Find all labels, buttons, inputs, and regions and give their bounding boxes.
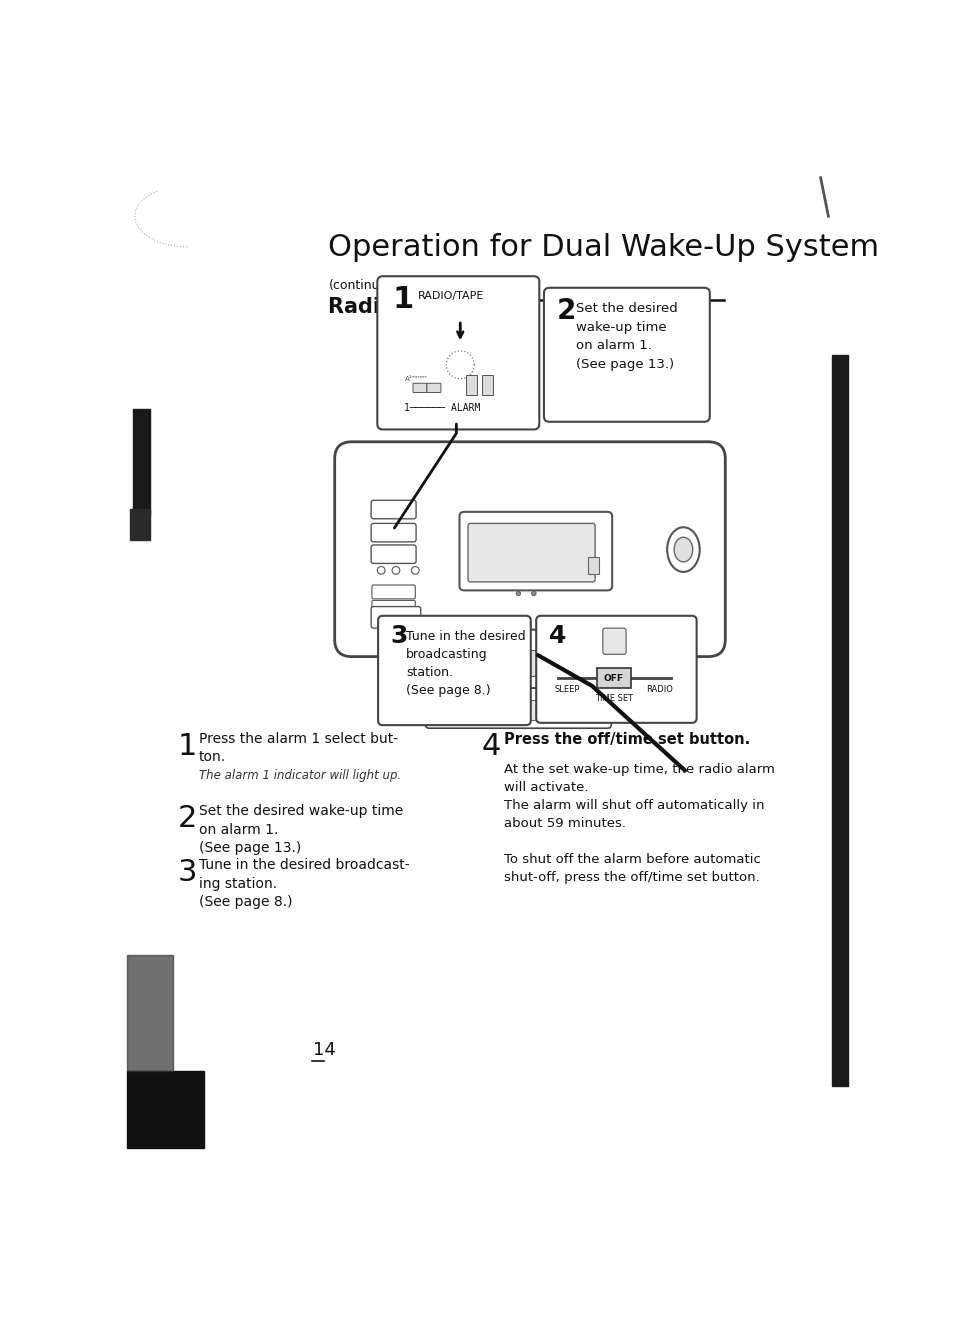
Text: 2: 2 bbox=[177, 804, 196, 833]
FancyBboxPatch shape bbox=[468, 524, 595, 583]
Bar bbox=[481, 375, 493, 395]
Bar bbox=[133, 409, 150, 516]
Text: RADIO: RADIO bbox=[645, 685, 672, 694]
Text: 4: 4 bbox=[481, 732, 500, 761]
Ellipse shape bbox=[674, 537, 692, 563]
FancyBboxPatch shape bbox=[536, 616, 696, 722]
Text: TIME SET: TIME SET bbox=[594, 694, 632, 704]
FancyBboxPatch shape bbox=[371, 524, 416, 543]
Text: A¹ʳʳᵉʳʳʳʳʳ: A¹ʳʳᵉʳʳʳʳʳ bbox=[404, 376, 427, 381]
FancyBboxPatch shape bbox=[413, 384, 427, 392]
Circle shape bbox=[516, 591, 520, 596]
Text: Set the desired
wake-up time
on alarm 1.
(See page 13.): Set the desired wake-up time on alarm 1.… bbox=[575, 303, 677, 371]
FancyBboxPatch shape bbox=[459, 512, 612, 591]
Text: RADIO/TAPE: RADIO/TAPE bbox=[417, 291, 483, 301]
FancyBboxPatch shape bbox=[371, 545, 416, 564]
Text: 14: 14 bbox=[313, 1041, 335, 1060]
FancyBboxPatch shape bbox=[425, 688, 611, 728]
Ellipse shape bbox=[666, 528, 699, 572]
Text: 2: 2 bbox=[557, 297, 576, 325]
FancyBboxPatch shape bbox=[335, 441, 724, 657]
Bar bbox=[596, 668, 630, 688]
Text: ALARM 1: ALARM 1 bbox=[431, 297, 539, 317]
FancyBboxPatch shape bbox=[372, 600, 415, 615]
Text: Operation for Dual Wake-Up System: Operation for Dual Wake-Up System bbox=[328, 233, 879, 263]
FancyBboxPatch shape bbox=[543, 288, 709, 421]
FancyBboxPatch shape bbox=[371, 500, 416, 519]
Text: Radio alarm (: Radio alarm ( bbox=[328, 297, 486, 317]
Bar bbox=[440, 700, 583, 720]
FancyBboxPatch shape bbox=[427, 384, 440, 392]
Text: (continued): (continued) bbox=[328, 280, 400, 292]
Bar bbox=[510, 649, 539, 676]
Circle shape bbox=[531, 591, 536, 596]
Bar bbox=[452, 649, 481, 676]
Text: Tune in the desired broadcast-
ing station.
(See page 8.): Tune in the desired broadcast- ing stati… bbox=[199, 858, 409, 909]
Bar bbox=[545, 649, 575, 676]
Text: 1: 1 bbox=[177, 732, 196, 761]
Text: 3: 3 bbox=[177, 858, 196, 888]
Text: At the set wake-up time, the radio alarm
will activate.
The alarm will shut off : At the set wake-up time, the radio alarm… bbox=[503, 762, 774, 884]
Bar bbox=[127, 1070, 204, 1148]
FancyBboxPatch shape bbox=[377, 616, 530, 725]
Text: Press the off/time set button.: Press the off/time set button. bbox=[503, 732, 749, 746]
Bar bbox=[130, 509, 150, 540]
Text: Tune in the desired
broadcasting
station.
(See page 8.): Tune in the desired broadcasting station… bbox=[406, 629, 525, 697]
FancyBboxPatch shape bbox=[602, 628, 625, 655]
Text: 1: 1 bbox=[392, 285, 413, 315]
Bar bbox=[831, 355, 847, 1086]
Text: SLEEP: SLEEP bbox=[555, 685, 579, 694]
Text: ): ) bbox=[505, 297, 515, 317]
Text: OFF: OFF bbox=[603, 673, 623, 682]
Text: 1────── ALARM: 1────── ALARM bbox=[404, 403, 480, 412]
Text: The alarm 1 indicator will light up.: The alarm 1 indicator will light up. bbox=[199, 769, 401, 782]
Bar bbox=[127, 956, 173, 1070]
Text: 4: 4 bbox=[548, 624, 565, 648]
FancyBboxPatch shape bbox=[377, 276, 538, 429]
Circle shape bbox=[411, 567, 418, 575]
FancyBboxPatch shape bbox=[372, 585, 415, 599]
Circle shape bbox=[377, 567, 385, 575]
FancyBboxPatch shape bbox=[403, 629, 644, 688]
FancyBboxPatch shape bbox=[371, 607, 420, 628]
Text: Press the alarm 1 select but-
ton.: Press the alarm 1 select but- ton. bbox=[199, 732, 397, 764]
Text: Set the desired wake-up time
on alarm 1.
(See page 13.): Set the desired wake-up time on alarm 1.… bbox=[199, 804, 403, 856]
Bar bbox=[587, 557, 598, 575]
Bar bbox=[417, 649, 447, 676]
Bar bbox=[466, 375, 476, 395]
Text: 3: 3 bbox=[390, 624, 408, 648]
Circle shape bbox=[392, 567, 399, 575]
